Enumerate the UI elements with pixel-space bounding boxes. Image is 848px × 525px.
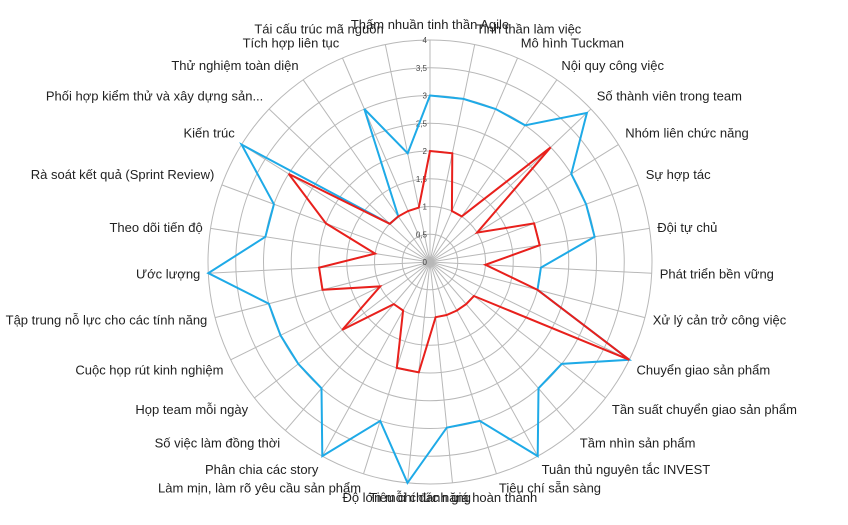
category-label: Xử lý cản trở công việc (653, 313, 787, 328)
grid-spoke (429, 108, 592, 263)
tick-label: 2 (423, 147, 428, 156)
series-2-line (287, 146, 630, 374)
grid-spoke (429, 57, 519, 263)
grid-spoke (302, 79, 431, 263)
category-label: Tần suất chuyển giao sản phẩm (612, 402, 797, 417)
category-label: Tập trung nỗ lực cho các tính năng (6, 313, 208, 328)
grid-spoke (230, 261, 431, 361)
radar-series (206, 94, 633, 485)
grid-spoke (429, 261, 606, 399)
category-label: Tinh thần làm việc (476, 22, 582, 37)
category-label: Thử nghiệm toàn diện (171, 58, 298, 73)
tick-label: 0 (423, 258, 428, 267)
series-1-line (206, 94, 633, 485)
category-label: Ước lượng (136, 267, 200, 282)
category-label: Đội tự chủ (657, 220, 717, 235)
grid-spoke (429, 261, 575, 431)
tick-label: 1,5 (416, 175, 428, 184)
tick-label: 3,5 (416, 64, 428, 73)
category-label: Theo dõi tiến độ (109, 220, 202, 235)
category-label: Phân chia các story (205, 462, 319, 477)
tick-label: 1 (423, 203, 428, 212)
category-label: Nội quy công việc (561, 58, 664, 73)
category-label: Mô hình Tuckman (521, 36, 624, 51)
grid-spoke (429, 261, 497, 474)
radar-grid (207, 39, 653, 485)
category-label: Tích hợp liên tục (243, 36, 340, 51)
grid-spoke (210, 227, 431, 263)
tick-label: 3 (423, 92, 428, 101)
tick-label: 2,5 (416, 119, 428, 128)
tick-label: 4 (423, 36, 428, 45)
grid-spoke (241, 144, 431, 263)
category-label: Tiêu chí đánh giá hoàn thành (369, 490, 537, 505)
category-label: Thấm nhuần tinh thần Agile (351, 17, 509, 32)
grid-spoke (429, 261, 630, 361)
category-label: Tầm nhìn sản phẩm (580, 436, 696, 451)
category-label: Nhóm liên chức năng (625, 125, 749, 140)
category-label: Độ lớn mỗi chức năng (342, 490, 471, 505)
category-label: Cuộc họp rút kinh nghiệm (75, 362, 223, 377)
category-label: Phát triển bền vững (660, 267, 774, 282)
category-label: Chuyển giao sản phẩm (637, 362, 771, 377)
grid-spoke (321, 261, 431, 457)
tick-label: 0,5 (416, 230, 428, 239)
radial-axis-ticks: 0 0,5 1 1,5 2 2,5 3 3,5 4 (416, 36, 428, 267)
category-label: Họp team mỗi ngày (135, 402, 248, 417)
category-label: Kiến trúc (183, 125, 235, 140)
category-label: Tiêu chí sẵn sàng (499, 481, 601, 496)
grid-spoke (429, 261, 539, 457)
grid-spoke (429, 144, 619, 263)
grid-spoke (429, 261, 453, 483)
category-label: Tuân thủ nguyên tắc INVEST (542, 462, 711, 477)
grid-spoke (268, 108, 431, 263)
category-label: Rà soát kết quả (Sprint Review) (31, 167, 215, 182)
category-label: Số thành viên trong team (597, 89, 742, 104)
grid-spoke (285, 261, 431, 431)
category-label: Phối hợp kiểm thử và xây dựng sản... (46, 89, 263, 104)
grid-spoke (341, 57, 431, 263)
category-label: Tái cấu trúc mã nguồn (254, 22, 383, 37)
grid-spoke (429, 79, 558, 263)
category-label: Làm mịn, làm rõ yêu cầu sản phẩm (158, 481, 361, 496)
category-label: Sự hợp tác (646, 167, 711, 182)
category-label: Số việc làm đồng thời (155, 436, 281, 451)
